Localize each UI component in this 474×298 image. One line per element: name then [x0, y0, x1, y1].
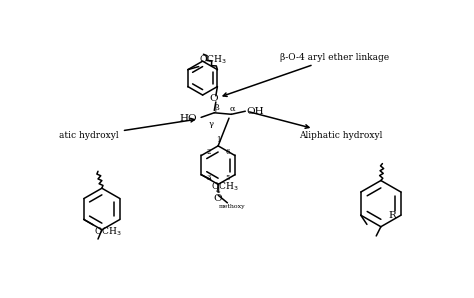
Text: Aliphatic hydroxyl: Aliphatic hydroxyl	[249, 112, 383, 140]
Text: OCH$_3$: OCH$_3$	[200, 53, 227, 66]
Text: 1: 1	[216, 136, 220, 144]
Text: 6: 6	[226, 148, 230, 156]
Text: 3: 3	[206, 174, 210, 182]
Text: atic hydroxyl: atic hydroxyl	[59, 118, 194, 140]
Text: β: β	[214, 104, 219, 112]
Text: methoxy: methoxy	[219, 204, 246, 209]
Text: HO: HO	[180, 114, 197, 123]
Text: O: O	[209, 94, 218, 103]
Text: R: R	[389, 211, 396, 220]
Text: OCH$_3$: OCH$_3$	[94, 226, 121, 238]
Text: α: α	[230, 105, 236, 113]
Text: OH: OH	[246, 107, 264, 116]
Text: O: O	[214, 194, 222, 203]
Text: γ: γ	[209, 119, 214, 128]
Text: β-O-4 aryl ether linkage: β-O-4 aryl ether linkage	[223, 53, 389, 97]
Text: OCH$_3$: OCH$_3$	[211, 180, 239, 193]
Text: 5: 5	[226, 174, 230, 182]
Text: 2: 2	[206, 148, 210, 156]
Text: 4: 4	[216, 187, 220, 195]
